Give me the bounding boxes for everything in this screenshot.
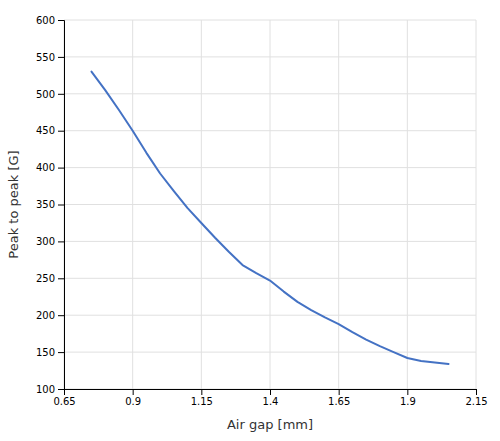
grid-line: [270, 20, 271, 389]
tick: 1.65: [328, 389, 350, 407]
tick-mark: [58, 315, 64, 316]
axis-line: [65, 390, 477, 396]
tick: 350: [36, 199, 64, 210]
tick: 550: [36, 52, 64, 63]
tick-label: 150: [36, 347, 55, 358]
tick-label: 200: [36, 310, 55, 321]
tick-label: 1.15: [191, 396, 213, 407]
tick: 0.65: [53, 389, 75, 407]
series: [91, 72, 448, 364]
tick: 0.9: [125, 389, 141, 407]
tick: 1.4: [263, 389, 279, 407]
tick-mark: [58, 205, 64, 206]
tick: 2.15: [465, 389, 487, 407]
tick-mark: [58, 168, 64, 169]
tick: 100: [36, 384, 64, 395]
tick: 400: [36, 162, 64, 173]
tick-label: 250: [36, 273, 55, 284]
tick-mark: [339, 389, 340, 395]
grid-line: [132, 20, 133, 389]
tick-mark: [58, 389, 64, 390]
tick-mark: [270, 389, 271, 395]
tick-label: 600: [36, 15, 55, 26]
tick-label: 2.15: [465, 396, 487, 407]
tick-label: 350: [36, 199, 55, 210]
y-axis: 100 150 200 250 300 350 400 450 500 550 600: [36, 15, 65, 395]
tick-label: 450: [36, 125, 55, 136]
tick-label: 0.65: [53, 396, 75, 407]
axis-line: [58, 21, 65, 390]
tick-label: 500: [36, 89, 55, 100]
tick: 300: [36, 236, 64, 247]
tick-mark: [58, 94, 64, 95]
tick: 500: [36, 89, 64, 100]
tick-mark: [58, 57, 64, 58]
chart: 0.65 0.9 1.15 1.4 1.65 1.9 2.15 100 150 200 250 300…: [0, 0, 500, 441]
tick-mark: [58, 131, 64, 132]
tick: 200: [36, 310, 64, 321]
tick-label: 0.9: [125, 396, 141, 407]
grid: [64, 20, 476, 389]
tick: 150: [36, 347, 64, 358]
tick-mark: [58, 241, 64, 242]
tick: 1.15: [191, 389, 213, 407]
line: [91, 72, 448, 364]
tick-label: 400: [36, 162, 55, 173]
tick: 600: [36, 15, 64, 26]
tick-label: 100: [36, 384, 55, 395]
y-axis-label: Peak to peak [G]: [6, 150, 21, 258]
grid-line: [476, 20, 477, 389]
tick: 1.9: [400, 389, 416, 407]
grid-line: [338, 20, 339, 389]
x-axis: 0.65 0.9 1.15 1.4 1.65 1.9 2.15: [53, 389, 487, 407]
tick: 450: [36, 125, 64, 136]
tick-label: 1.9: [400, 396, 416, 407]
tick-mark: [476, 389, 477, 395]
tick-mark: [58, 352, 64, 353]
tick-label: 300: [36, 236, 55, 247]
grid-line: [201, 20, 202, 389]
tick-mark: [58, 20, 64, 21]
tick-label: 1.65: [328, 396, 350, 407]
tick-mark: [133, 389, 134, 395]
tick-label: 1.4: [263, 396, 279, 407]
tick-mark: [58, 278, 64, 279]
plot-area: 0.65 0.9 1.15 1.4 1.65 1.9 2.15 100 150 200 250 300…: [36, 15, 488, 407]
tick-mark: [201, 389, 202, 395]
tick: 250: [36, 273, 64, 284]
tick-label: 550: [36, 52, 55, 63]
x-axis-label: Air gap [mm]: [227, 417, 313, 432]
tick-mark: [407, 389, 408, 395]
grid-line: [407, 20, 408, 389]
